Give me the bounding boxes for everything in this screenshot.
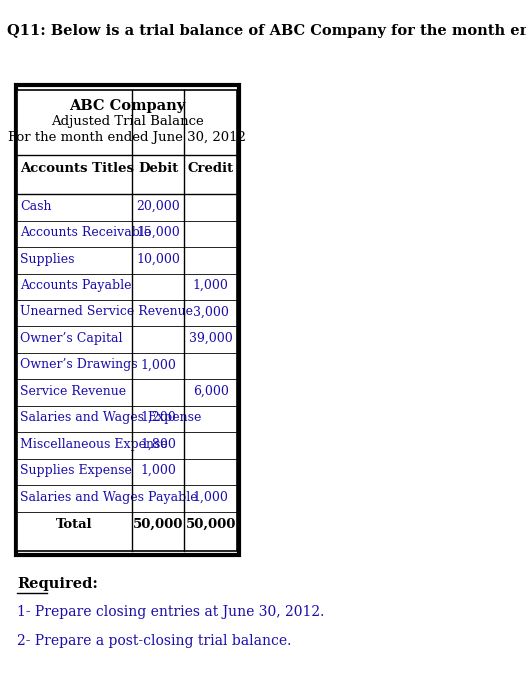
Text: Salaries and Wages Expense: Salaries and Wages Expense bbox=[21, 411, 202, 424]
Text: Supplies: Supplies bbox=[21, 253, 75, 265]
Text: 15,000: 15,000 bbox=[136, 226, 180, 239]
Text: Unearned Service Revenue: Unearned Service Revenue bbox=[21, 305, 194, 318]
Text: 3,000: 3,000 bbox=[193, 305, 229, 318]
Text: Q11: Below is a trial balance of ABC Company for the month ended June30, 2012.: Q11: Below is a trial balance of ABC Com… bbox=[7, 24, 526, 38]
Text: Supplies Expense: Supplies Expense bbox=[21, 464, 133, 477]
Text: Debit: Debit bbox=[138, 162, 178, 175]
Text: Owner’s Capital: Owner’s Capital bbox=[21, 332, 123, 345]
Text: Required:: Required: bbox=[17, 577, 98, 591]
Text: Accounts Titles: Accounts Titles bbox=[20, 162, 134, 175]
Text: 1,000: 1,000 bbox=[193, 279, 229, 292]
Text: 6,000: 6,000 bbox=[193, 384, 229, 398]
Text: Service Revenue: Service Revenue bbox=[21, 384, 127, 398]
Text: 39,000: 39,000 bbox=[189, 332, 232, 345]
Text: 1,000: 1,000 bbox=[140, 358, 176, 371]
Text: 1,000: 1,000 bbox=[193, 491, 229, 504]
Text: Salaries and Wages Payable: Salaries and Wages Payable bbox=[21, 491, 198, 504]
Text: Total: Total bbox=[56, 518, 93, 531]
Text: Adjusted Trial Balance: Adjusted Trial Balance bbox=[51, 115, 204, 128]
Text: Accounts Receivable: Accounts Receivable bbox=[21, 226, 151, 239]
Text: Cash: Cash bbox=[21, 200, 52, 213]
Text: 1,200: 1,200 bbox=[140, 411, 176, 424]
Text: ABC Company: ABC Company bbox=[69, 99, 185, 112]
Text: 10,000: 10,000 bbox=[136, 253, 180, 265]
Text: Owner’s Drawings: Owner’s Drawings bbox=[21, 358, 138, 371]
Text: 50,000: 50,000 bbox=[133, 518, 183, 531]
Text: Credit: Credit bbox=[188, 162, 234, 175]
Bar bbox=[16, 85, 239, 555]
Text: For the month ended June 30, 2012: For the month ended June 30, 2012 bbox=[8, 131, 246, 144]
Text: 1,800: 1,800 bbox=[140, 438, 176, 451]
Text: Accounts Payable: Accounts Payable bbox=[21, 279, 132, 292]
Bar bbox=[17, 90, 237, 551]
Text: 20,000: 20,000 bbox=[136, 200, 180, 213]
Text: 2- Prepare a post-closing trial balance.: 2- Prepare a post-closing trial balance. bbox=[17, 634, 292, 648]
Text: 50,000: 50,000 bbox=[186, 518, 236, 531]
Text: 1- Prepare closing entries at June 30, 2012.: 1- Prepare closing entries at June 30, 2… bbox=[17, 605, 325, 619]
Text: Miscellaneous Expense: Miscellaneous Expense bbox=[21, 438, 168, 451]
Text: 1,000: 1,000 bbox=[140, 464, 176, 477]
